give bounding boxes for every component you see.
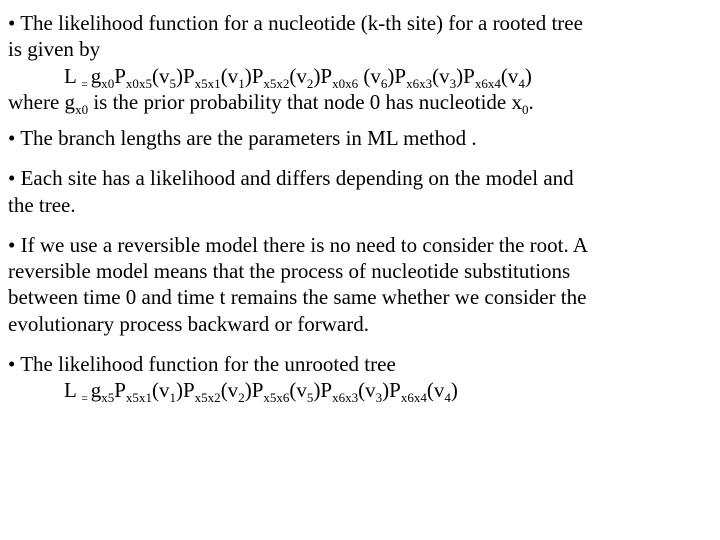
f2-t1: g bbox=[91, 378, 102, 402]
para-4: • If we use a reversible model there is … bbox=[8, 232, 708, 337]
f2-t2: P bbox=[114, 378, 126, 402]
f1-t11: )P bbox=[456, 64, 475, 88]
p3-line1: • Each site has a likelihood and differs… bbox=[8, 166, 574, 190]
f1-lead: L bbox=[64, 64, 81, 88]
f1-s9: x6x3 bbox=[406, 76, 432, 91]
f1-s8: x0x6 bbox=[332, 76, 358, 91]
f2-s10: x6x4 bbox=[401, 390, 427, 405]
f1-s11: x6x4 bbox=[475, 76, 501, 91]
f1-s2: x0x5 bbox=[126, 76, 152, 91]
f2-s4: x5x2 bbox=[195, 390, 221, 405]
f2-t10: )P bbox=[382, 378, 401, 402]
para-5: • The likelihood function for the unroot… bbox=[8, 351, 708, 404]
f1-t9: )P bbox=[387, 64, 406, 88]
p1-where-a-sub: x0 bbox=[75, 102, 88, 117]
f2-t6: )P bbox=[245, 378, 264, 402]
para-2: • The branch lengths are the parameters … bbox=[8, 125, 708, 151]
f2-t11: (v bbox=[427, 378, 445, 402]
f2-t8: )P bbox=[313, 378, 332, 402]
slide-body: • The likelihood function for a nucleoti… bbox=[0, 0, 720, 427]
para-3: • Each site has a likelihood and differs… bbox=[8, 165, 708, 218]
p4-line1: • If we use a reversible model there is … bbox=[8, 233, 588, 257]
f2-s8: x6x3 bbox=[332, 390, 358, 405]
f2-t4: )P bbox=[176, 378, 195, 402]
p2-text: • The branch lengths are the parameters … bbox=[8, 126, 477, 150]
f2-t5: (v bbox=[221, 378, 239, 402]
f2-s2: x5x1 bbox=[126, 390, 152, 405]
p1-where-a: where g bbox=[8, 90, 75, 114]
f1-t10: (v bbox=[432, 64, 450, 88]
f1-t3: (v bbox=[152, 64, 170, 88]
f1-s1: x0 bbox=[101, 76, 114, 91]
p1-line1: • The likelihood function for a nucleoti… bbox=[8, 11, 583, 35]
f1-t13: ) bbox=[525, 64, 532, 88]
p4-line2: reversible model means that the process … bbox=[8, 259, 570, 283]
formula-rooted: L = gx0Px0x5(v5)Px5x1(v1)Px5x2(v2)Px0x6 … bbox=[8, 63, 708, 89]
p1-where-b: is the prior probability that node 0 has… bbox=[88, 90, 522, 114]
p5-text: • The likelihood function for the unroot… bbox=[8, 352, 396, 376]
p4-line4: evolutionary process backward or forward… bbox=[8, 312, 369, 336]
para-1: • The likelihood function for a nucleoti… bbox=[8, 10, 708, 115]
f1-t8b: (v bbox=[358, 64, 381, 88]
f2-t3: (v bbox=[152, 378, 170, 402]
f2-t9: (v bbox=[358, 378, 376, 402]
f2-s6: x5x6 bbox=[263, 390, 289, 405]
f1-t5: (v bbox=[221, 64, 239, 88]
f1-t12: (v bbox=[501, 64, 519, 88]
f2-eq: = bbox=[81, 393, 90, 405]
f2-s1: x5 bbox=[101, 390, 114, 405]
f1-t6: )P bbox=[245, 64, 264, 88]
f2-t12: ) bbox=[451, 378, 458, 402]
f1-t1: g bbox=[91, 64, 102, 88]
formula-unrooted: L = gx5Px5x1(v1)Px5x2(v2)Px5x6(v5)Px6x3(… bbox=[8, 377, 708, 403]
f1-s4: x5x1 bbox=[195, 76, 221, 91]
f1-t4: )P bbox=[176, 64, 195, 88]
f1-s6: x5x2 bbox=[263, 76, 289, 91]
f1-t7: (v bbox=[289, 64, 307, 88]
f1-t8: )P bbox=[313, 64, 332, 88]
p1-line2: is given by bbox=[8, 37, 100, 61]
f2-t7: (v bbox=[289, 378, 307, 402]
p3-line2: the tree. bbox=[8, 193, 76, 217]
f2-lead: L bbox=[64, 378, 81, 402]
p1-where-c: . bbox=[529, 90, 534, 114]
f1-t2: P bbox=[114, 64, 126, 88]
p4-line3: between time 0 and time t remains the sa… bbox=[8, 285, 586, 309]
